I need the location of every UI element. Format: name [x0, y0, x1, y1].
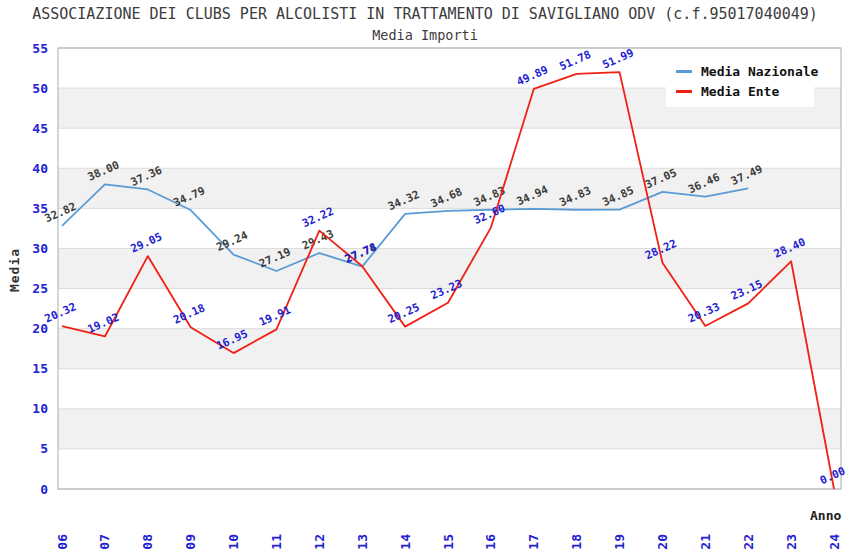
plot-band	[58, 208, 841, 248]
y-tick-label: 5	[40, 441, 48, 456]
legend-label-media-ente: Media Ente	[701, 84, 779, 99]
legend-item-media-nazionale: Media Nazionale	[676, 62, 814, 81]
x-tick-label: 2017	[526, 534, 541, 550]
plot-band	[58, 369, 841, 409]
x-tick-label: 2006	[55, 534, 70, 550]
x-tick-label: 2014	[398, 534, 413, 550]
x-tick-label: 2024	[827, 534, 842, 550]
x-tick-label: 2023	[784, 534, 799, 550]
media-ente-line-swatch	[676, 90, 692, 93]
y-tick-label: 0	[40, 482, 48, 497]
legend: Media Nazionale Media Ente	[666, 56, 814, 107]
y-tick-label: 10	[32, 401, 48, 416]
y-tick-label: 55	[32, 41, 48, 56]
plot-band	[58, 329, 841, 369]
x-tick-label: 2016	[483, 534, 498, 550]
y-tick-label: 15	[32, 361, 48, 376]
y-tick-label: 40	[32, 161, 48, 176]
x-tick-label: 2020	[655, 534, 670, 550]
legend-label-media-nazionale: Media Nazionale	[701, 64, 818, 79]
y-tick-label: 50	[32, 81, 48, 96]
x-tick-label: 2007	[97, 534, 112, 550]
x-axis-label: Anno	[810, 508, 841, 523]
plot-band	[58, 409, 841, 449]
x-tick-label: 2019	[612, 534, 627, 550]
legend-item-media-ente: Media Ente	[676, 82, 814, 101]
x-tick-label: 2021	[698, 534, 713, 550]
x-tick-label: 2022	[741, 534, 756, 550]
x-tick-label: 2008	[140, 534, 155, 550]
chart-container: ASSOCIAZIONE DEI CLUBS PER ALCOLISTI IN …	[0, 0, 850, 550]
media-nazionale-line-swatch	[676, 70, 692, 73]
y-tick-label: 45	[32, 121, 48, 136]
x-tick-label: 2015	[441, 534, 456, 550]
y-tick-label: 20	[32, 321, 48, 336]
x-tick-label: 2009	[183, 534, 198, 550]
x-tick-label: 2010	[226, 534, 241, 550]
x-tick-label: 2011	[269, 534, 284, 550]
y-tick-label: 30	[32, 241, 48, 256]
x-tick-label: 2013	[355, 534, 370, 550]
plot-band	[58, 128, 841, 168]
y-tick-label: 25	[32, 281, 48, 296]
x-tick-label: 2018	[569, 534, 584, 550]
x-tick-label: 2012	[312, 534, 327, 550]
plot-band	[58, 449, 841, 489]
